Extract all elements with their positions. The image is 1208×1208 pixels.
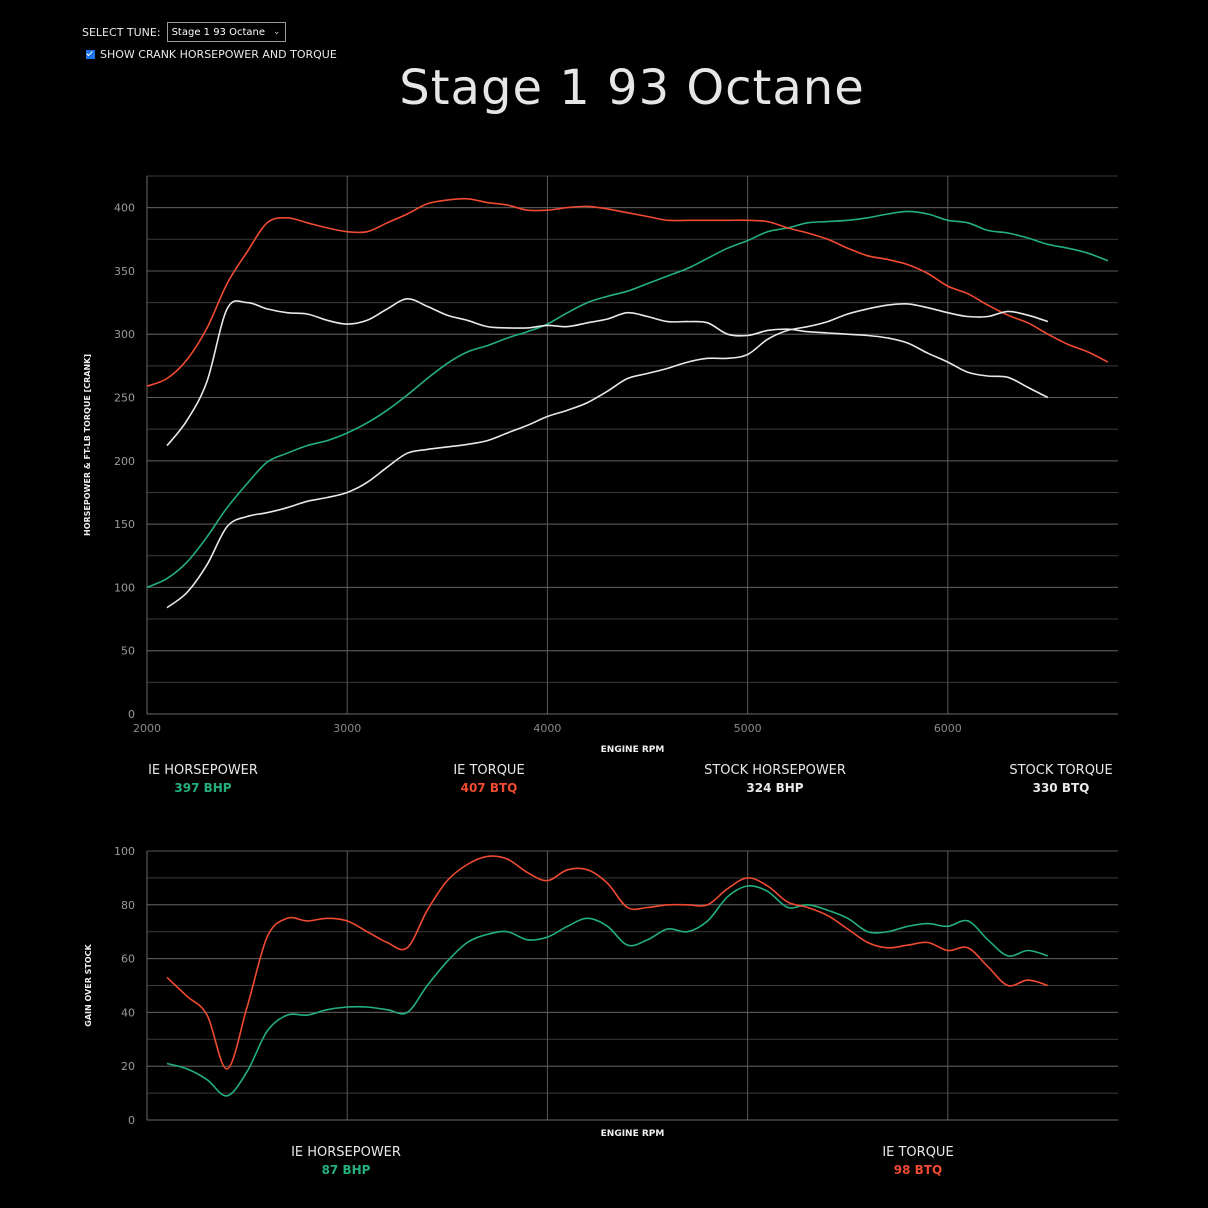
- legend-value: 407 BTQ: [460, 781, 518, 795]
- y-tick-label: 60: [121, 953, 135, 966]
- y-tick-label: 0: [128, 1114, 135, 1127]
- legend-ie-hp: IE HORSEPOWER 397 BHP: [128, 763, 278, 795]
- y-tick-label: 250: [114, 392, 135, 405]
- x-tick-label: 4000: [533, 722, 561, 735]
- series-line-ie-horsepower: [146, 210, 1109, 589]
- x-axis-label: ENGINE RPM: [601, 745, 665, 755]
- legend-stock-tq: STOCK TORQUE 330 BTQ: [986, 763, 1136, 795]
- x-tick-label: 2000: [133, 722, 161, 735]
- tune-select-value: Stage 1 93 Octane: [171, 26, 266, 38]
- legend-stock-hp: STOCK HORSEPOWER 324 BHP: [695, 763, 855, 795]
- gain-legend-ie-tq: IE TORQUE 98 BTQ: [843, 1145, 993, 1177]
- tune-select[interactable]: Stage 1 93 Octane ⌄: [166, 22, 286, 42]
- series-line-ie-horsepower: [166, 885, 1049, 1097]
- chevron-down-icon: ⌄: [273, 27, 281, 37]
- x-tick-label: 3000: [333, 722, 361, 735]
- select-tune-label: SELECT TUNE:: [82, 25, 161, 39]
- legend-value: 397 BHP: [174, 781, 232, 795]
- legend-label: IE HORSEPOWER: [148, 763, 258, 778]
- y-tick-label: 100: [114, 845, 135, 858]
- y-tick-label: 300: [114, 328, 135, 341]
- crank-checkbox-label: SHOW CRANK HORSEPOWER AND TORQUE: [100, 48, 337, 61]
- y-tick-label: 50: [121, 645, 135, 658]
- y-tick-label: 400: [114, 202, 135, 215]
- series-line-stock-torque: [166, 297, 1049, 447]
- series-line-ie-torque: [146, 197, 1109, 387]
- crank-checkbox[interactable]: [86, 50, 95, 59]
- legend-label: STOCK HORSEPOWER: [704, 763, 846, 778]
- x-axis-label: ENGINE RPM: [601, 1129, 665, 1139]
- y-tick-label: 350: [114, 265, 135, 278]
- y-tick-label: 80: [121, 899, 135, 912]
- legend-value: 87 BHP: [321, 1163, 371, 1177]
- series-line-stock-horsepower: [166, 302, 1049, 609]
- y-tick-label: 150: [114, 518, 135, 531]
- tune-controls: SELECT TUNE: Stage 1 93 Octane ⌄ SHOW CR…: [82, 22, 337, 61]
- legend-value: 98 BTQ: [893, 1163, 943, 1177]
- y-axis-label: GAIN OVER STOCK: [84, 943, 93, 1026]
- series-line-ie-torque: [166, 855, 1049, 1070]
- y-tick-label: 40: [121, 1006, 135, 1019]
- y-axis-label: HORSEPOWER & FT-LB TORQUE [CRANK]: [83, 354, 92, 536]
- legend-label: STOCK TORQUE: [1009, 763, 1113, 778]
- x-tick-label: 6000: [934, 722, 962, 735]
- crank-checkbox-row[interactable]: SHOW CRANK HORSEPOWER AND TORQUE: [86, 48, 337, 61]
- y-tick-label: 20: [121, 1060, 135, 1073]
- gain-legend-ie-hp: IE HORSEPOWER 87 BHP: [271, 1145, 421, 1177]
- legend-value: 330 BTQ: [1032, 781, 1090, 795]
- legend-label: IE TORQUE: [453, 763, 525, 778]
- y-tick-label: 0: [128, 708, 135, 721]
- x-tick-label: 5000: [734, 722, 762, 735]
- legend-label: IE TORQUE: [882, 1145, 954, 1160]
- legend-label: IE HORSEPOWER: [291, 1145, 401, 1160]
- y-tick-label: 200: [114, 455, 135, 468]
- legend-value: 324 BHP: [746, 781, 804, 795]
- dyno-chart: 0 50 100 150 200 250 300 350 400 2000 3000 4000 5000…: [83, 175, 1118, 755]
- legend-ie-tq: IE TORQUE 407 BTQ: [414, 763, 564, 795]
- chart-title: Stage 1 93 Octane: [399, 60, 865, 116]
- tune-select-row: SELECT TUNE: Stage 1 93 Octane ⌄: [82, 22, 337, 42]
- y-tick-label: 100: [114, 581, 135, 594]
